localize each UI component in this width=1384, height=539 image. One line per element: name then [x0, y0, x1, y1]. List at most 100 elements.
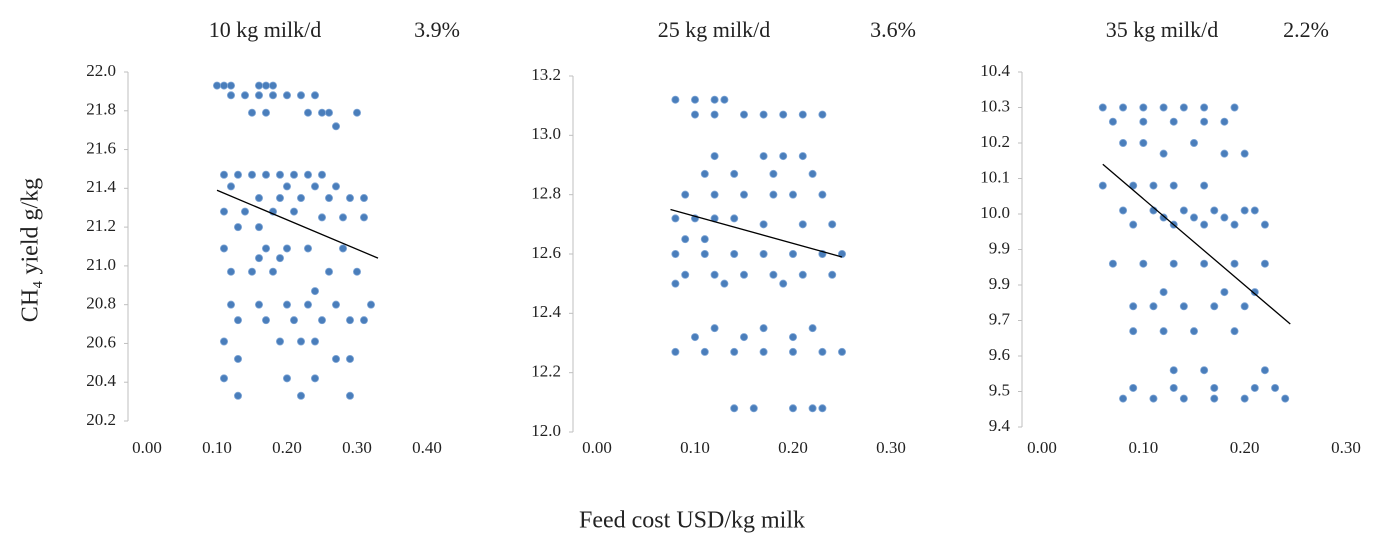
data-point — [789, 333, 798, 342]
data-point — [730, 169, 739, 178]
chart-title: 25 kg milk/d — [658, 17, 770, 42]
data-point — [289, 207, 298, 216]
trendline — [1102, 163, 1291, 325]
y-tick-label: 12.4 — [531, 302, 561, 321]
data-point — [1149, 394, 1158, 403]
data-point — [798, 152, 807, 161]
data-point — [1200, 366, 1209, 375]
data-point — [1129, 327, 1138, 336]
data-point — [247, 170, 256, 179]
data-point — [1200, 117, 1209, 126]
data-point — [212, 81, 221, 90]
data-point — [366, 300, 375, 309]
x-tick-label: 0.00 — [132, 438, 162, 457]
x-tick-label: 0.20 — [1230, 438, 1260, 457]
y-tick-label: 22.0 — [86, 61, 116, 80]
data-point — [219, 244, 228, 253]
data-point — [749, 404, 758, 413]
data-point — [1220, 213, 1229, 222]
data-point — [261, 81, 270, 90]
chart-title: 10 kg milk/d — [209, 17, 321, 42]
data-point — [681, 190, 690, 199]
data-point — [1139, 138, 1148, 147]
data-point — [303, 300, 312, 309]
trendline — [216, 189, 379, 259]
data-point — [317, 316, 326, 325]
y-tick-label: 21.8 — [86, 100, 116, 119]
data-point — [1210, 206, 1219, 215]
data-point — [1210, 302, 1219, 311]
data-point — [710, 95, 719, 104]
data-point — [1169, 181, 1178, 190]
data-point — [789, 347, 798, 356]
data-point — [818, 190, 827, 199]
data-point — [1119, 394, 1128, 403]
y-tick-label: 9.9 — [989, 274, 1010, 293]
chart-subtitle: 2.2% — [1283, 17, 1329, 42]
data-point — [1129, 383, 1138, 392]
data-point — [808, 324, 817, 333]
chart-title: 35 kg milk/d — [1106, 17, 1218, 42]
data-point — [1190, 213, 1199, 222]
data-point — [296, 91, 305, 100]
data-point — [317, 213, 326, 222]
data-point — [710, 110, 719, 119]
data-point — [1129, 181, 1138, 190]
y-tick-label: 10.2 — [980, 132, 1010, 151]
data-point — [296, 194, 305, 203]
data-point — [331, 300, 340, 309]
data-point — [1281, 394, 1290, 403]
data-point — [1210, 383, 1219, 392]
data-point — [310, 182, 319, 191]
x-tick-label: 0.30 — [876, 438, 906, 457]
data-point — [1119, 206, 1128, 215]
data-point — [310, 337, 319, 346]
data-point — [779, 152, 788, 161]
data-point — [681, 235, 690, 244]
data-point — [254, 91, 263, 100]
data-point — [671, 214, 680, 223]
y-tick-label: 10.3 — [980, 96, 1010, 115]
data-point — [1260, 220, 1269, 229]
chart-subtitle: 3.9% — [414, 17, 460, 42]
data-point — [700, 169, 709, 178]
y-tick-label: 9.5 — [989, 380, 1010, 399]
data-point — [759, 249, 768, 258]
data-point — [219, 170, 228, 179]
x-tick-label: 0.10 — [1128, 438, 1158, 457]
data-point — [681, 270, 690, 279]
data-point — [1108, 117, 1117, 126]
data-point — [700, 347, 709, 356]
data-point — [282, 182, 291, 191]
data-point — [233, 391, 242, 400]
data-point — [268, 267, 277, 276]
data-point — [838, 347, 847, 356]
x-tick-label: 0.30 — [342, 438, 372, 457]
data-point — [730, 404, 739, 413]
data-point — [691, 333, 700, 342]
x-tick-label: 0.00 — [1027, 438, 1057, 457]
data-point — [331, 122, 340, 131]
y-tick-label: 9.7 — [989, 309, 1011, 328]
y-tick-label: 12.2 — [531, 362, 561, 381]
data-point — [219, 207, 228, 216]
data-point — [1230, 259, 1239, 268]
data-point — [1108, 259, 1117, 268]
data-point — [1119, 103, 1128, 112]
y-tick-label: 21.4 — [86, 177, 116, 196]
data-point — [798, 270, 807, 279]
data-point — [338, 244, 347, 253]
data-point — [710, 190, 719, 199]
data-point — [359, 213, 368, 222]
data-point — [275, 254, 284, 263]
data-point — [331, 354, 340, 363]
data-point — [254, 81, 263, 90]
data-point — [789, 404, 798, 413]
data-point — [254, 254, 263, 263]
data-point — [1240, 149, 1249, 158]
data-point — [261, 316, 270, 325]
data-point — [1220, 288, 1229, 297]
y-axis-title: CH₄ yield g/kg — [18, 178, 44, 322]
data-point — [730, 249, 739, 258]
data-point — [691, 110, 700, 119]
